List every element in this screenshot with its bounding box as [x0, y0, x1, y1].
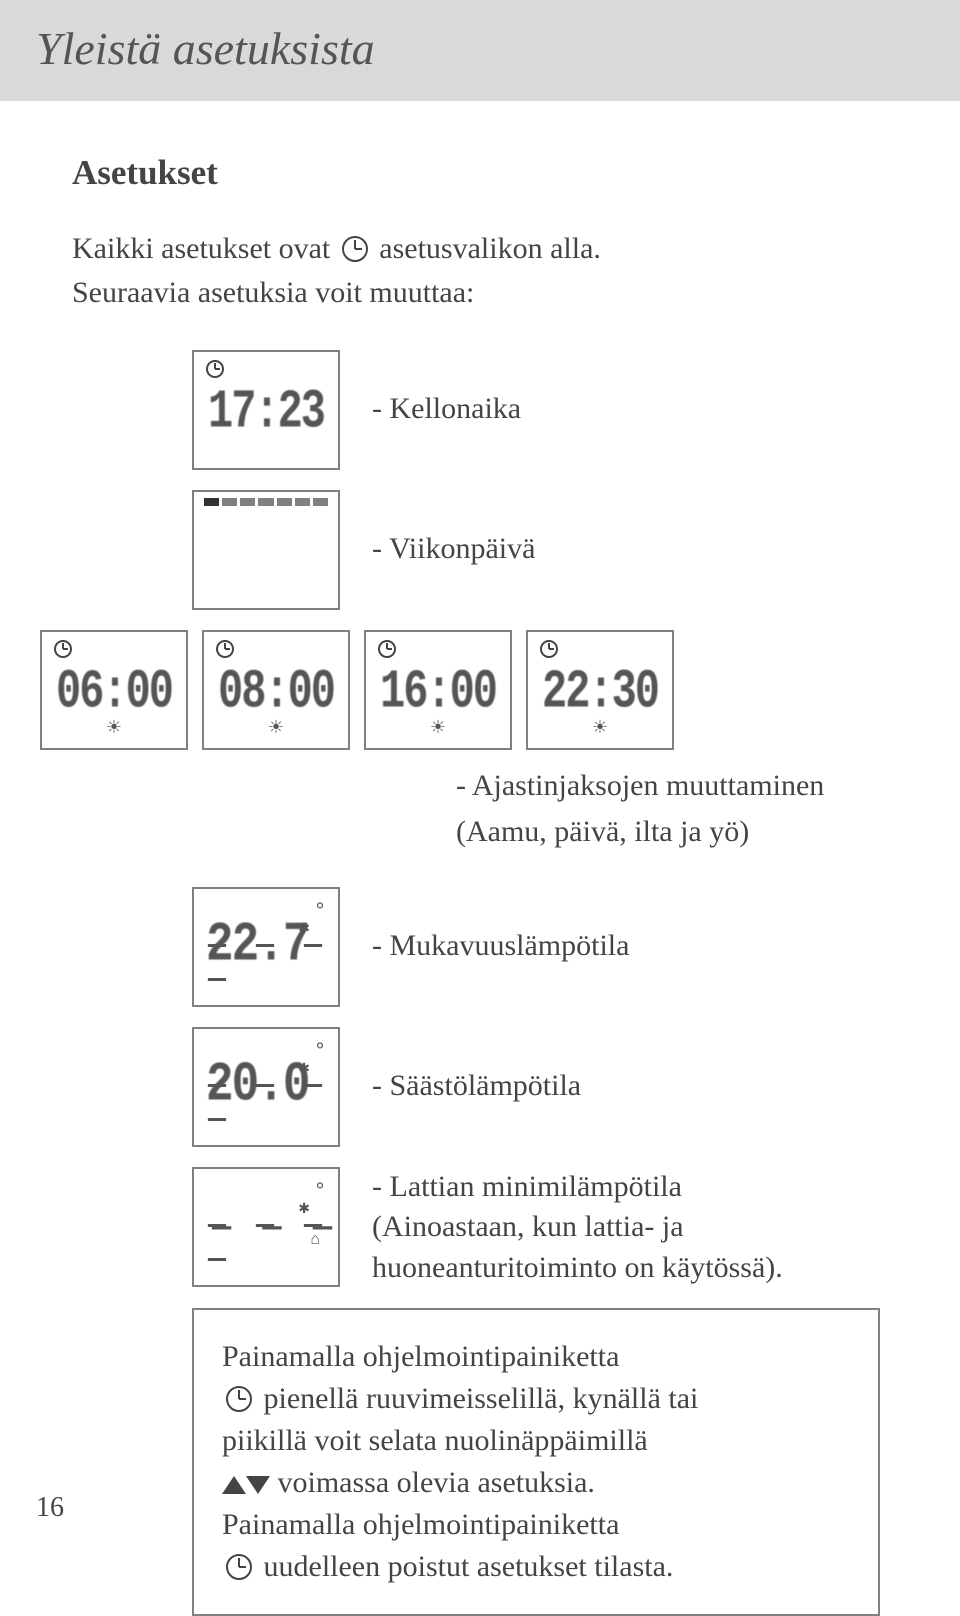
page-header: Yleistä asetuksista [0, 0, 960, 101]
timer-row: 06:00 ☀ 08:00 ☀ 16:00 ☀ 22:30 ☀ [40, 630, 900, 750]
lcd-value: 08:00 [204, 660, 348, 722]
lcd-dashes: — — — — [208, 1069, 338, 1137]
label-ajastin-l1: - Ajastinjaksojen muuttaminen [456, 766, 900, 807]
clock-icon [378, 640, 396, 658]
page-number: 16 [36, 1492, 64, 1524]
intro-line-1: Kaikki asetukset ovat asetusvalikon alla… [72, 229, 900, 270]
info-p1-l2: pienellä ruuvimeisselillä, kynällä tai [222, 1378, 850, 1420]
info-p2-l2-text: uudelleen poistut asetukset tilasta. [256, 1550, 673, 1583]
lcd-value: 16:00 [366, 660, 510, 722]
label-lattia-l3: huoneanturitoiminto on käytössä). [372, 1248, 783, 1289]
clock-icon [216, 640, 234, 658]
lcd-timer-3: 16:00 ☀ [364, 630, 512, 750]
section-heading: Asetukset [72, 153, 900, 193]
clock-icon [540, 640, 558, 658]
label-group-lattia: - Lattian minimilämpötila (Ainoastaan, k… [372, 1167, 783, 1289]
label-lattia-l1: - Lattian minimilämpötila [372, 1167, 783, 1208]
clock-icon [206, 360, 224, 378]
lcd-comfort: 22.7 ° ✱ — — — — [192, 887, 340, 1007]
label-kellonaika: - Kellonaika [372, 389, 521, 430]
sun-icon: ☀ [592, 717, 608, 738]
sun-icon: ☀ [430, 717, 446, 738]
info-p1-l4: voimassa olevia asetuksia. [222, 1462, 850, 1504]
weekday-bar [204, 498, 328, 510]
label-ajastin-l2: (Aamu, päivä, ilta ja yö) [456, 812, 900, 853]
degree-icon: ° [316, 899, 324, 922]
lcd-value: 06:00 [42, 660, 186, 722]
lcd-dashes: — — — — [208, 1209, 338, 1277]
lcd-timer-2: 08:00 ☀ [202, 630, 350, 750]
info-box: Painamalla ohjelmointipainiketta pienell… [192, 1308, 880, 1616]
row-saasto: 20.0 ° ✱ — — — — - Säästölämpötila [192, 1027, 900, 1147]
clock-icon [226, 1386, 252, 1412]
label-lattia-l2: (Ainoastaan, kun lattia- ja [372, 1207, 783, 1248]
info-p2-l1: Painamalla ohjelmointipainiketta [222, 1504, 850, 1546]
lcd-value: 17:23 [194, 380, 338, 442]
content: Asetukset Kaikki asetukset ovat asetusva… [0, 153, 960, 1616]
row-mukavuus: 22.7 ° ✱ — — — — - Mukavuuslämpötila [192, 887, 900, 1007]
triangle-down-icon [246, 1476, 270, 1494]
lcd-floor: ° ✱ — — — ⌂ — — — — [192, 1167, 340, 1287]
degree-icon: ° [316, 1179, 324, 1202]
triangle-up-icon [222, 1476, 246, 1494]
row-kellonaika: 17:23 - Kellonaika [192, 350, 900, 470]
label-saasto: - Säästölämpötila [372, 1066, 581, 1107]
lcd-timer-1: 06:00 ☀ [40, 630, 188, 750]
info-p1-l2-text: pienellä ruuvimeisselillä, kynällä tai [256, 1382, 698, 1415]
intro-line-2: Seuraavia asetuksia voit muuttaa: [72, 276, 900, 310]
row-viikonpaiva: - Viikonpäivä [192, 490, 900, 610]
page-title: Yleistä asetuksista [36, 22, 960, 75]
row-lattia: ° ✱ — — — ⌂ — — — — - Lattian minimilämp… [192, 1167, 900, 1289]
intro-post: asetusvalikon alla. [372, 232, 601, 265]
info-p1-l4-text: voimassa olevia asetuksia. [270, 1466, 595, 1499]
lcd-value: 22:30 [528, 660, 672, 722]
sun-icon: ☀ [268, 717, 284, 738]
clock-icon [342, 236, 368, 262]
clock-icon [226, 1554, 252, 1580]
intro-pre: Kaikki asetukset ovat [72, 232, 338, 265]
lcd-time-main: 17:23 [192, 350, 340, 470]
degree-icon: ° [316, 1039, 324, 1062]
info-p1-l1: Painamalla ohjelmointipainiketta [222, 1336, 850, 1378]
lcd-timer-4: 22:30 ☀ [526, 630, 674, 750]
clock-icon [54, 640, 72, 658]
sun-icon: ☀ [106, 717, 122, 738]
label-viikonpaiva: - Viikonpäivä [372, 529, 535, 570]
block-ajastin: 06:00 ☀ 08:00 ☀ 16:00 ☀ 22:30 ☀ - Ajasti… [96, 630, 900, 853]
lcd-saving: 20.0 ° ✱ — — — — [192, 1027, 340, 1147]
info-p2-l2: uudelleen poistut asetukset tilasta. [222, 1546, 850, 1588]
lcd-dashes: — — — — [208, 929, 338, 997]
label-mukavuus: - Mukavuuslämpötila [372, 926, 629, 967]
lcd-weekday [192, 490, 340, 610]
info-p1-l3: piikillä voit selata nuolinäppäimillä [222, 1420, 850, 1462]
